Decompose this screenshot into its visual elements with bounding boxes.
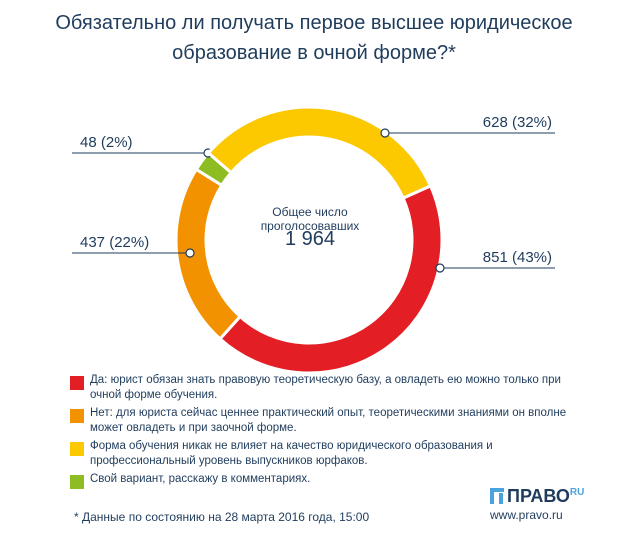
pravo-logo-icon [490, 488, 504, 504]
legend-text-no: Нет: для юриста сейчас ценнее практическ… [90, 407, 567, 434]
legend-swatch-no [70, 409, 84, 423]
brand-logo: ПРАВОRU [490, 486, 600, 507]
legend-swatch-yes [70, 376, 84, 390]
footnote: * Данные по состоянию на 28 марта 2016 г… [74, 510, 370, 524]
leader-dot-no-effect [380, 128, 390, 138]
data-label-no-effect: 628 (32%) [483, 114, 552, 131]
data-label-yes: 851 (43%) [483, 249, 552, 266]
chart-title-line-1: Обязательно ли получать первое высшее юр… [55, 12, 573, 34]
legend-swatch-own [70, 475, 84, 489]
data-label-no: 437 (22%) [80, 234, 149, 251]
brand: ПРАВОRU www.pravo.ru [490, 486, 600, 522]
center-total: 1 964 [284, 228, 336, 250]
center-label: Общее число проголосовавших [260, 205, 360, 233]
leader-dot-no [185, 248, 195, 258]
chart-title-line-2: образование в очной форме?* [172, 42, 456, 64]
legend-text-yes: Да: юрист обязан знать правовую теоретич… [90, 374, 561, 401]
leader-dot-yes [435, 263, 445, 273]
chart-title: Обязательно ли получать первое высшее юр… [0, 8, 628, 68]
data-label-own: 48 (2%) [80, 134, 133, 151]
legend-text-no-effect: Форма обучения никак не влияет на качест… [90, 440, 493, 467]
legend-item-own: Свой вариант, расскажу в комментариях. [70, 472, 570, 489]
legend: Да: юрист обязан знать правовую теоретич… [70, 373, 570, 491]
brand-suffix: RU [569, 487, 585, 498]
legend-text-own: Свой вариант, расскажу в комментариях. [90, 473, 311, 485]
legend-swatch-no-effect [70, 442, 84, 456]
legend-item-yes: Да: юрист обязан знать правовую теоретич… [70, 373, 570, 402]
legend-item-no-effect: Форма обучения никак не влияет на качест… [70, 439, 570, 468]
legend-item-no: Нет: для юриста сейчас ценнее практическ… [70, 406, 570, 435]
donut-slice-no-effect [206, 105, 433, 201]
brand-url[interactable]: www.pravo.ru [490, 508, 563, 522]
brand-name: ПРАВО [507, 486, 570, 506]
